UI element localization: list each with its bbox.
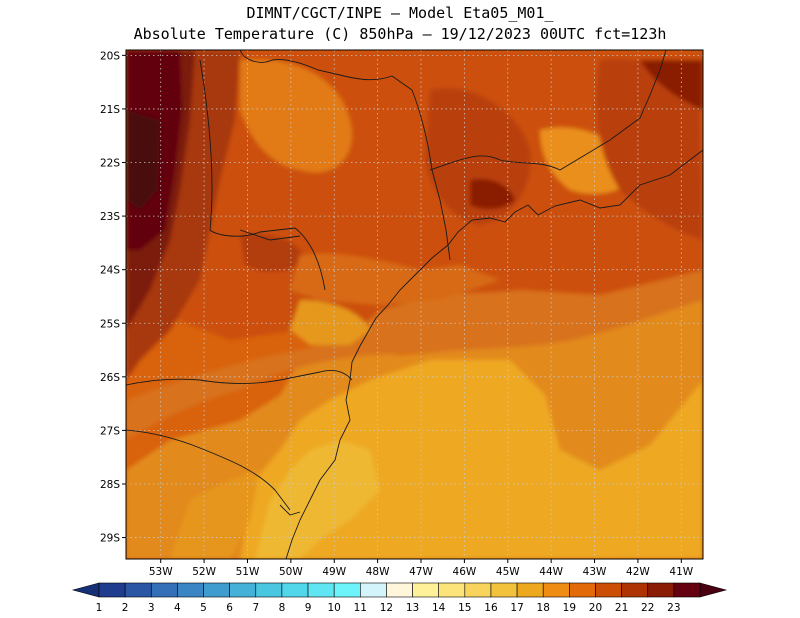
colorbar-swatch xyxy=(333,582,361,598)
lon-tick-label: 42W xyxy=(626,566,650,578)
lat-tick-label: 25S xyxy=(100,318,120,330)
colorbar-label: 7 xyxy=(252,602,259,614)
map-title-line2: Absolute Temperature (C) 850hPa – 19/12/… xyxy=(133,25,667,43)
colorbar-swatch xyxy=(177,582,204,598)
colorbar-label: 20 xyxy=(589,602,602,614)
colorbar-swatch xyxy=(647,582,675,598)
colorbar-label: 11 xyxy=(354,602,367,614)
lon-tick-label: 52W xyxy=(192,566,216,578)
colorbar-label: 13 xyxy=(406,602,419,614)
lat-tick-label: 23S xyxy=(100,211,120,223)
lat-tick-label: 22S xyxy=(100,158,120,170)
colorbar-swatch xyxy=(255,582,283,598)
colorbar-swatch xyxy=(464,582,492,598)
colorbar-label: 1 xyxy=(96,602,103,614)
lat-tick-label: 21S xyxy=(100,104,120,116)
coastline-borders xyxy=(126,50,703,559)
colorbar-label: 21 xyxy=(615,602,628,614)
lon-tick-label: 53W xyxy=(149,566,173,578)
colorbar-swatch xyxy=(490,582,518,598)
colorbar-label: 10 xyxy=(327,602,340,614)
colorbar-swatch xyxy=(569,582,596,598)
colorbar-arrow-left xyxy=(71,582,100,598)
colorbar-label: 5 xyxy=(200,602,207,614)
colorbar-swatch xyxy=(229,582,257,598)
colorbar-label: 18 xyxy=(537,602,550,614)
colorbar-arrow-right xyxy=(699,582,728,598)
colorbar-label: 2 xyxy=(122,602,129,614)
lat-tick-label: 20S xyxy=(100,50,120,62)
colorbar-swatch xyxy=(360,582,387,598)
colorbar-swatch xyxy=(673,582,701,598)
lon-tick-label: 47W xyxy=(409,566,433,578)
colorbar-swatch xyxy=(542,582,570,598)
lon-tick-label: 49W xyxy=(322,566,346,578)
colorbar-label: 8 xyxy=(279,602,286,614)
map-frame xyxy=(125,49,704,560)
longitude-axis: 53W 52W 51W 50W 49W 48W 47W 46W 45W 44W 43W 42W 41W xyxy=(149,559,694,578)
lon-tick-label: 43W xyxy=(583,566,607,578)
colorbar-swatch xyxy=(307,582,335,598)
colorbar-label: 3 xyxy=(148,602,155,614)
colorbar-label: 16 xyxy=(484,602,498,614)
lat-tick-label: 29S xyxy=(100,533,120,545)
colorbar-swatch xyxy=(281,582,309,598)
colorbar-swatch xyxy=(124,582,152,598)
colorbar-label: 19 xyxy=(563,602,576,614)
colorbar-label: 4 xyxy=(174,602,181,614)
colorbar-swatch xyxy=(595,582,622,598)
colorbar-label: 12 xyxy=(380,602,393,614)
lon-tick-label: 50W xyxy=(279,566,303,578)
colorbar-swatch xyxy=(516,582,544,598)
colorbar-swatch xyxy=(150,582,178,598)
lon-tick-label: 44W xyxy=(539,566,563,578)
latitude-axis: 20S 21S 22S 23S 24S 25S 26S 27S 28S 29S xyxy=(100,50,126,545)
lon-tick-label: 45W xyxy=(496,566,520,578)
colorbar-swatch xyxy=(438,582,466,598)
lat-tick-label: 26S xyxy=(100,372,120,384)
temperature-field xyxy=(126,50,703,559)
colorbar-swatch xyxy=(412,582,439,598)
colorbar-label: 17 xyxy=(510,602,523,614)
lon-tick-label: 41W xyxy=(669,566,693,578)
colorbar-label: 14 xyxy=(432,602,446,614)
colorbar-label: 15 xyxy=(458,602,471,614)
colorbar-label: 6 xyxy=(226,602,233,614)
map-title-line1: DIMNT/CGCT/INPE – Model Eta05_M01_ xyxy=(246,4,554,22)
lon-tick-label: 48W xyxy=(366,566,390,578)
lat-tick-label: 28S xyxy=(100,479,120,491)
graticule xyxy=(126,50,703,559)
colorbar: 1 2 3 4 5 6 7 8 9 10 11 12 13 14 15 16 17 18 19 20 21 22 23 xyxy=(71,582,728,614)
colorbar-label: 23 xyxy=(667,602,680,614)
lat-tick-label: 27S xyxy=(100,425,120,437)
lon-tick-label: 46W xyxy=(453,566,477,578)
colorbar-label: 22 xyxy=(641,602,654,614)
lat-tick-label: 24S xyxy=(100,265,120,277)
colorbar-swatch xyxy=(621,582,649,598)
colorbar-swatch xyxy=(386,582,413,598)
colorbar-swatch xyxy=(98,582,126,598)
colorbar-swatch xyxy=(203,582,230,598)
colorbar-label: 9 xyxy=(305,602,312,614)
lon-tick-label: 51W xyxy=(236,566,260,578)
